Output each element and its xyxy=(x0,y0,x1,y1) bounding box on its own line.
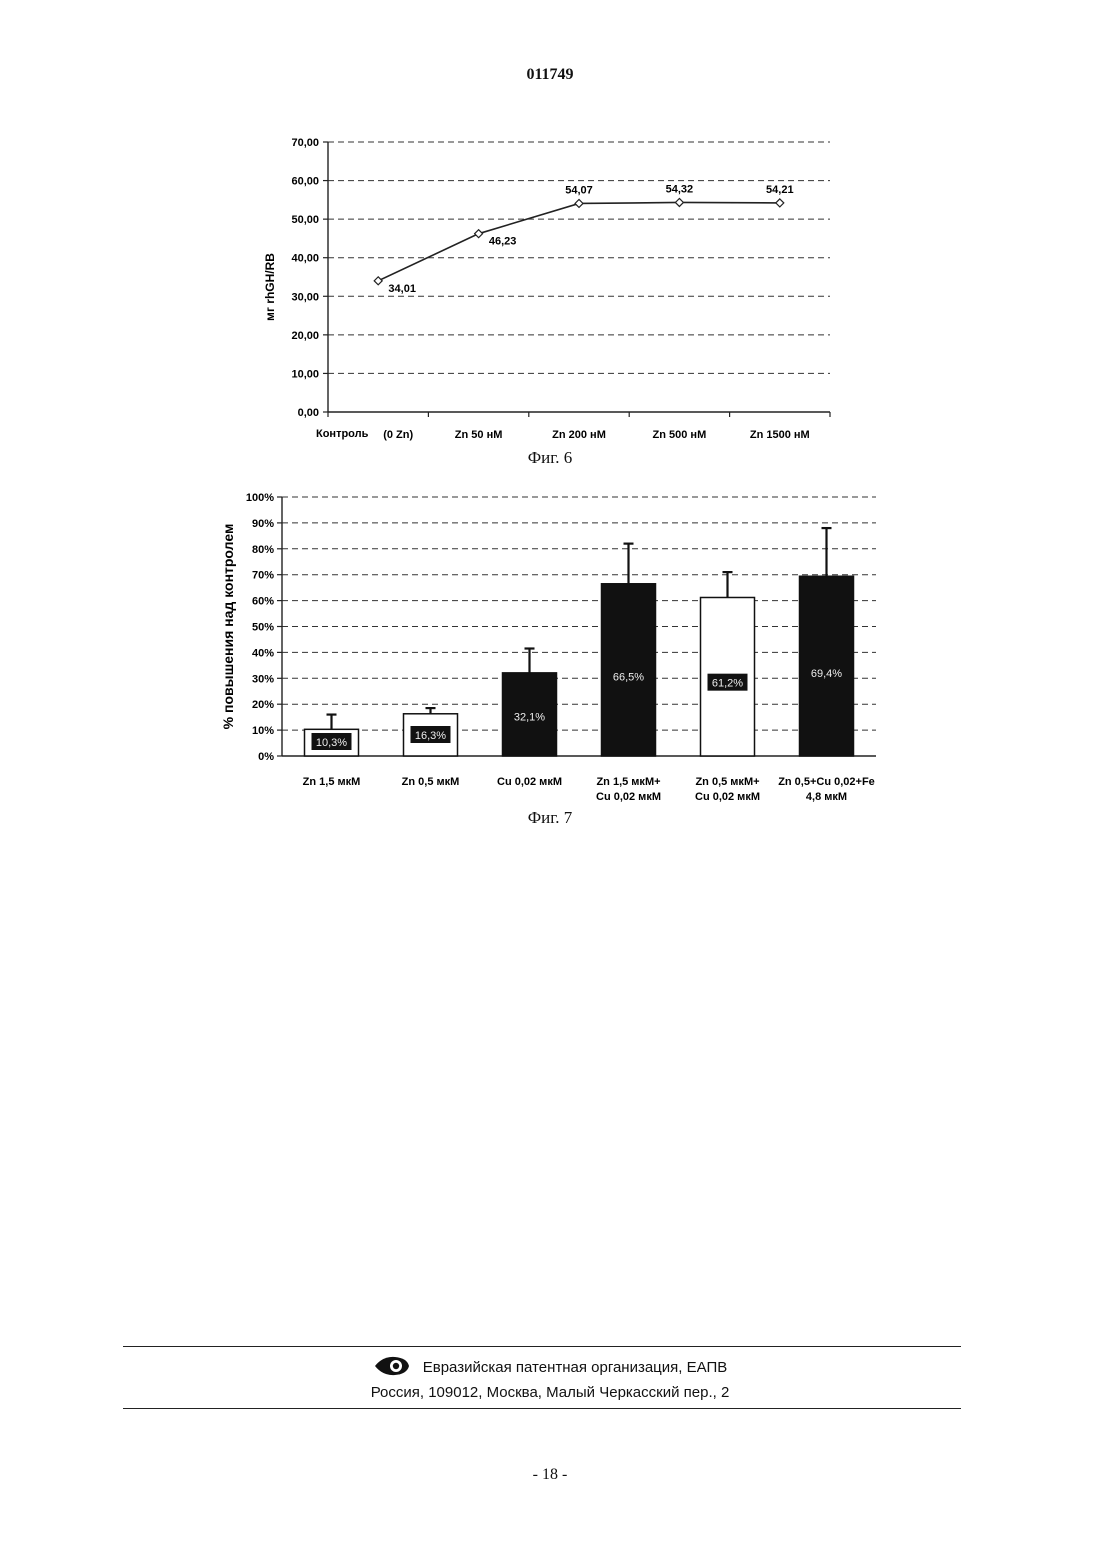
fig7-x-tick-label: Cu 0,02 мкМ xyxy=(596,791,661,803)
fig6-y-tick-label: 20,00 xyxy=(291,330,319,342)
fig7-data-label: 10,3% xyxy=(316,737,347,749)
fig7-y-tick-label: 10% xyxy=(252,725,274,737)
footer-organization: Евразийская патентная организация, ЕАПВ xyxy=(0,1355,1100,1381)
fig7-y-tick-label: 90% xyxy=(252,518,274,530)
fig7-data-label: 32,1% xyxy=(514,712,545,724)
fig7-x-tick-label: Zn 0,5 мкМ+ xyxy=(695,776,759,788)
footer-org-name: Евразийская патентная организация, ЕАПВ xyxy=(423,1359,728,1376)
fig6-data-label: 54,07 xyxy=(565,184,593,196)
fig6-data-label: 54,32 xyxy=(666,183,694,195)
fig7-y-axis-label: % повышения над контролем xyxy=(220,524,236,730)
figure-7-bar-chart: 0% 10% 20% 30% 40% 50% 60% 70% 80% 90% 100% % повыш… xyxy=(200,480,900,810)
fig7-y-tick-label: 50% xyxy=(252,622,274,634)
figure-6-line-chart: 0,00 10,00 20,00 30,00 40,00 50,00 60,00 70,00 м… xyxy=(240,125,860,450)
fig6-series-line xyxy=(378,202,780,280)
fig7-data-label: 69,4% xyxy=(811,668,842,680)
fig6-data-point xyxy=(675,198,683,206)
fig7-y-tick-label: 60% xyxy=(252,596,274,608)
fig6-x-tick-label: Zn 500 нМ xyxy=(653,429,707,441)
fig6-data-label: 54,21 xyxy=(766,184,794,196)
fig7-bar xyxy=(800,576,854,756)
fig7-y-tick-label: 40% xyxy=(252,647,274,659)
fig6-x-tick-label: (0 Zn) xyxy=(383,429,413,441)
fig7-y-tick-label: 0% xyxy=(258,751,274,763)
fig7-x-tick-label: Zn 1,5 мкМ xyxy=(303,776,361,788)
footer-address: Россия, 109012, Москва, Малый Черкасский… xyxy=(0,1384,1100,1401)
fig6-y-tick-label: 10,00 xyxy=(291,368,319,380)
fig7-y-tick-label: 70% xyxy=(252,570,274,582)
fig6-data-point xyxy=(475,230,483,238)
fig7-data-label: 61,2% xyxy=(712,678,743,690)
fig7-x-tick-label: Cu 0,02 мкМ xyxy=(497,776,562,788)
fig6-y-tick-label: 60,00 xyxy=(291,176,319,188)
fig7-x-tick-label: Cu 0,02 мкМ xyxy=(695,791,760,803)
fig7-data-label: 16,3% xyxy=(415,730,446,742)
fig7-bar xyxy=(602,584,656,756)
figure-7-caption: Фиг. 7 xyxy=(0,808,1100,828)
fig6-data-point xyxy=(575,199,583,207)
page-number: - 18 - xyxy=(0,1466,1100,1484)
fig7-x-tick-label: 4,8 мкМ xyxy=(806,791,847,803)
footer-top-rule xyxy=(123,1346,961,1347)
fig7-x-tick-label: Zn 1,5 мкМ+ xyxy=(596,776,660,788)
fig7-x-tick-label: Zn 0,5+Cu 0,02+Fe xyxy=(778,776,875,788)
document-number: 011749 xyxy=(0,66,1100,84)
fig6-y-tick-label: 70,00 xyxy=(291,137,319,149)
fig7-y-tick-label: 80% xyxy=(252,544,274,556)
fig7-y-tick-label: 20% xyxy=(252,699,274,711)
fig6-data-label: 46,23 xyxy=(489,236,517,248)
fig6-x-tick-label: Zn 200 нМ xyxy=(552,429,606,441)
fig6-y-tick-label: 50,00 xyxy=(291,214,319,226)
footer-bottom-rule xyxy=(123,1408,961,1409)
eapo-logo-icon xyxy=(373,1355,411,1381)
fig6-data-point xyxy=(776,199,784,207)
fig6-x-tick-label: Контроль xyxy=(316,428,369,440)
fig7-data-label: 66,5% xyxy=(613,671,644,683)
fig6-data-point xyxy=(374,277,382,285)
fig6-y-tick-label: 30,00 xyxy=(291,291,319,303)
fig7-x-tick-label: Zn 0,5 мкМ xyxy=(402,776,460,788)
fig6-x-tick-label: Zn 1500 нМ xyxy=(750,429,810,441)
fig7-y-tick-label: 30% xyxy=(252,673,274,685)
figure-6-caption: Фиг. 6 xyxy=(0,448,1100,468)
fig6-y-axis-label: мг rhGH/RB xyxy=(263,253,277,321)
fig6-y-tick-label: 0,00 xyxy=(298,407,319,419)
fig7-y-tick-label: 100% xyxy=(246,492,274,504)
fig6-data-label: 34,01 xyxy=(388,283,416,295)
fig6-y-tick-label: 40,00 xyxy=(291,253,319,265)
fig6-x-tick-label: Zn 50 нМ xyxy=(455,429,503,441)
